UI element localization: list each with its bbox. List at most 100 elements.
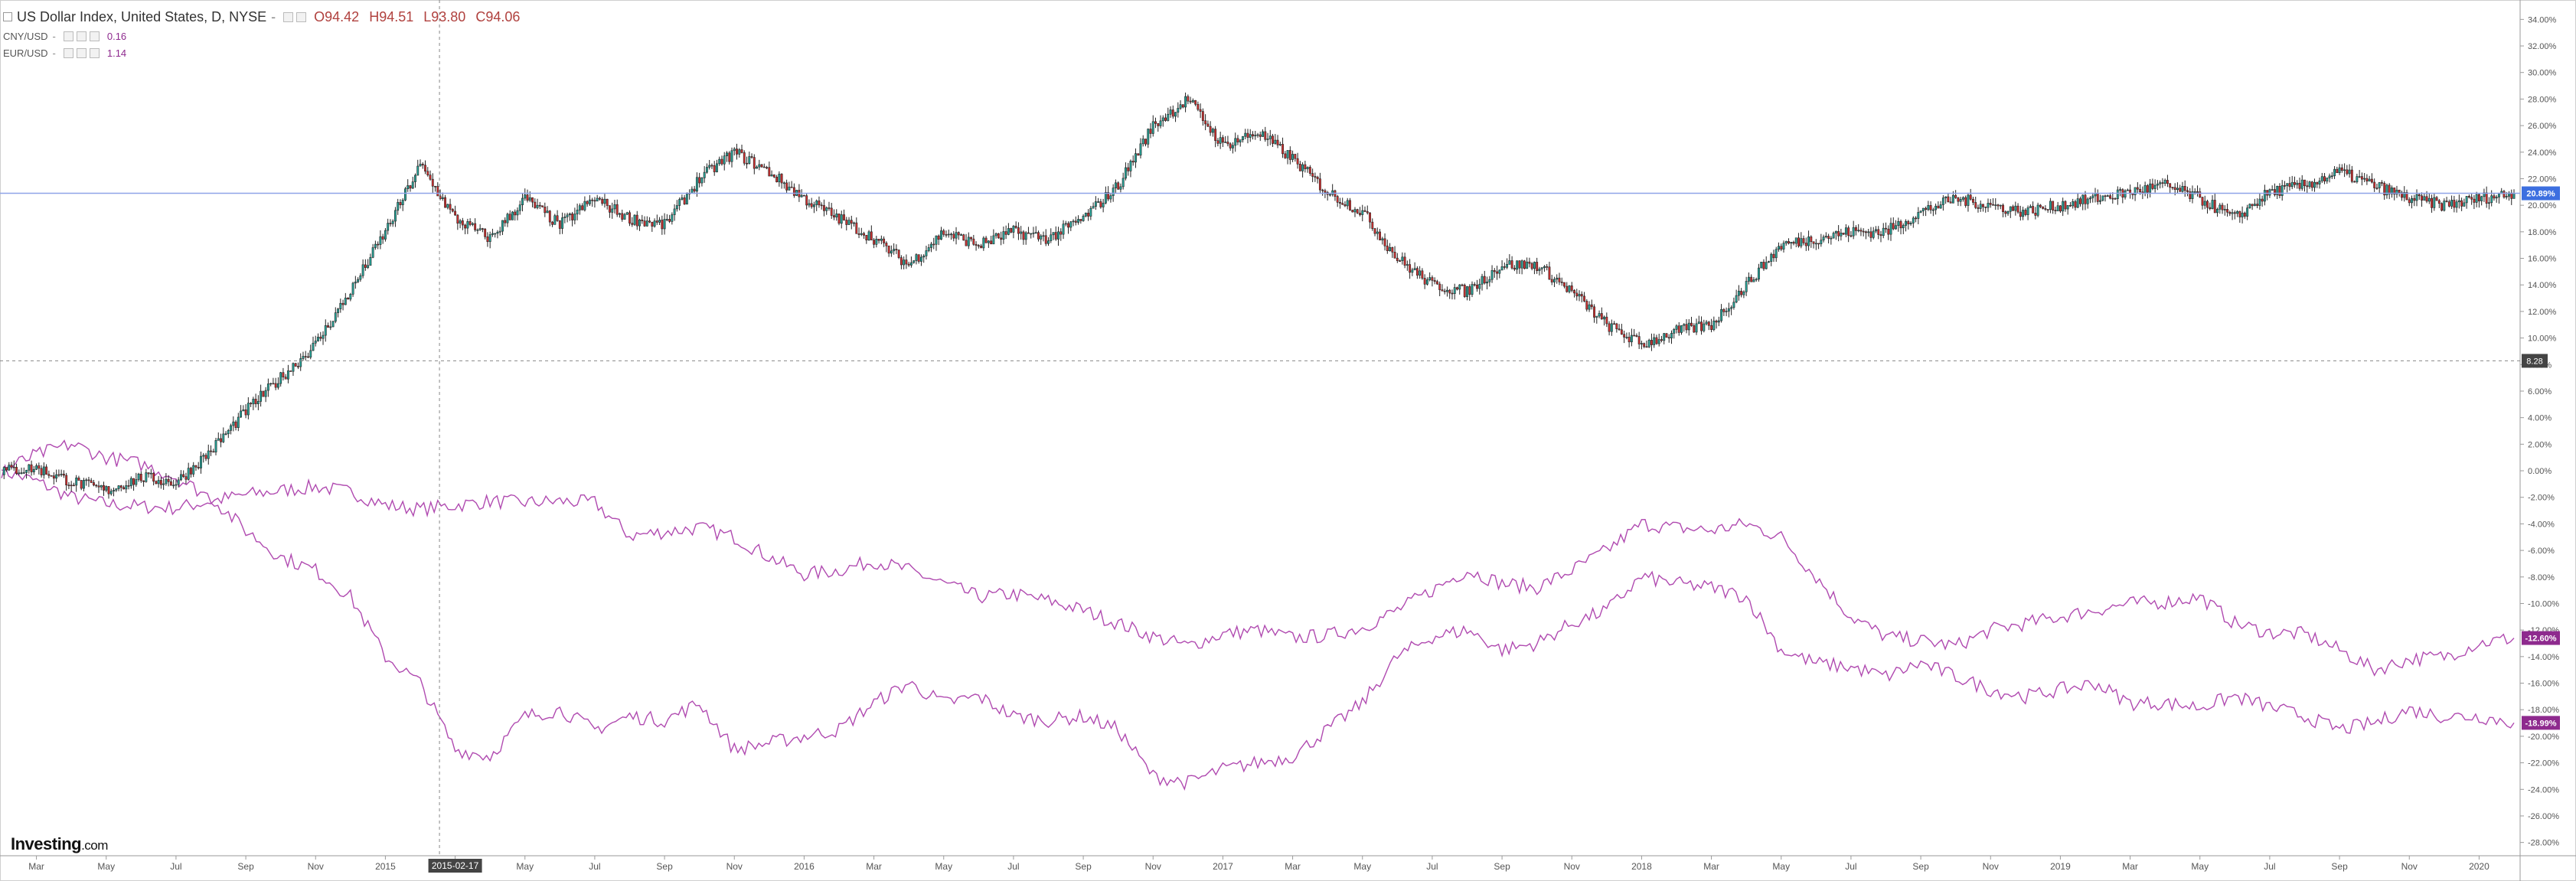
- cny-menu-dash-icon[interactable]: -: [52, 30, 56, 42]
- candle-body: [2415, 194, 2418, 201]
- candle-body: [2029, 206, 2032, 208]
- candle-body: [2004, 211, 2007, 214]
- candle-body: [873, 240, 876, 245]
- settings-icon[interactable]: [283, 11, 294, 22]
- candle-body: [167, 478, 170, 482]
- low-value: L93.80: [423, 8, 466, 24]
- candle-body: [404, 188, 406, 201]
- candle-body: [1951, 194, 1954, 204]
- candle-body: [2159, 182, 2162, 184]
- candle-body: [204, 455, 207, 459]
- cny-remove-icon[interactable]: [89, 31, 100, 41]
- legend-main-row[interactable]: US Dollar Index, United States, D, NYSE …: [3, 6, 526, 28]
- menu-dash-icon[interactable]: -: [271, 8, 276, 24]
- candle-body: [2193, 191, 2196, 193]
- candle-body: [1381, 238, 1384, 240]
- candle-body: [708, 165, 711, 168]
- candle-body: [2201, 197, 2204, 206]
- candle-body: [2427, 197, 2431, 202]
- y-tick-label: -8.00%: [2528, 573, 2555, 582]
- candle-body: [1929, 205, 1932, 210]
- collapse-toggle-icon[interactable]: [3, 12, 12, 21]
- candle-body: [1972, 198, 1974, 203]
- eur-settings-icon[interactable]: [63, 47, 73, 58]
- candle-body: [573, 214, 576, 220]
- candle-body: [109, 491, 113, 494]
- x-tick-label: May: [2191, 861, 2209, 872]
- candle-body: [2069, 205, 2072, 207]
- last-value-badge: [2522, 186, 2560, 201]
- candle-body: [716, 163, 718, 172]
- candle-body: [1595, 315, 1598, 318]
- candle-body: [2330, 175, 2333, 178]
- candle-body: [1538, 269, 1541, 271]
- candle-body: [534, 201, 537, 208]
- legend-eur-row[interactable]: EUR/USD - 1.14: [3, 44, 526, 61]
- candle-body: [75, 478, 78, 486]
- cny-hide-icon[interactable]: [76, 31, 87, 41]
- y-tick-label: -24.00%: [2528, 785, 2559, 795]
- candle-body: [377, 243, 380, 246]
- x-tick-label: Sep: [1912, 861, 1929, 872]
- candle-body: [1905, 220, 1907, 226]
- candle-body: [2124, 190, 2127, 197]
- candle-body: [172, 485, 175, 487]
- candle-body: [1506, 264, 1509, 268]
- eur-hide-icon[interactable]: [76, 47, 87, 58]
- candle-body: [899, 257, 903, 266]
- candle-body: [2231, 212, 2234, 214]
- candle-body: [561, 217, 564, 229]
- x-tick-label: 2020: [2469, 861, 2489, 872]
- x-tick-label: Nov: [1983, 861, 1999, 872]
- candle-body: [1438, 283, 1441, 290]
- candle-body: [1304, 164, 1307, 169]
- candle-body: [1844, 227, 1847, 235]
- candle-body: [940, 230, 942, 240]
- candle-body: [2385, 184, 2388, 196]
- candle-body: [2294, 181, 2296, 185]
- candle-body: [62, 474, 65, 476]
- candle-body: [1423, 278, 1426, 285]
- candle-body: [456, 214, 459, 224]
- candle-body: [2176, 188, 2179, 191]
- candle-body: [1593, 306, 1595, 318]
- candle-body: [915, 254, 918, 261]
- candle-body: [546, 210, 549, 214]
- candle-body: [2136, 187, 2139, 190]
- eur-remove-icon[interactable]: [89, 47, 100, 58]
- candle-body: [1431, 277, 1434, 281]
- candle-body: [700, 178, 704, 184]
- cny-settings-icon[interactable]: [63, 31, 73, 41]
- candle-body: [2206, 201, 2209, 208]
- series-line-cny-usd: [1, 464, 2515, 677]
- candle-body: [2261, 198, 2264, 202]
- eur-menu-dash-icon[interactable]: -: [52, 47, 56, 59]
- candle-body: [314, 341, 317, 344]
- y-tick-label: 20.00%: [2528, 201, 2557, 210]
- hide-icon[interactable]: [296, 11, 307, 22]
- candle-body: [528, 197, 531, 201]
- candle-body: [2388, 184, 2391, 194]
- candle-body: [2455, 201, 2458, 208]
- candle-body: [1311, 173, 1314, 177]
- candle-body: [1458, 284, 1461, 290]
- candle-body: [596, 197, 599, 202]
- candle-body: [2022, 210, 2025, 217]
- candle-body: [2435, 197, 2438, 201]
- candle-body: [2119, 189, 2121, 191]
- candle-body: [1516, 260, 1519, 270]
- candle-body: [1703, 323, 1706, 331]
- candle-body: [2183, 186, 2186, 191]
- candle-body: [1435, 281, 1438, 285]
- candle-body: [1630, 334, 1633, 343]
- candle-body: [1443, 290, 1446, 292]
- candle-body: [449, 204, 452, 210]
- candle-body: [2463, 202, 2466, 207]
- candle-body: [1383, 238, 1386, 246]
- candle-body: [1513, 267, 1516, 270]
- x-tick-label: Nov: [2401, 861, 2418, 872]
- candle-body: [578, 205, 581, 210]
- legend-cny-row[interactable]: CNY/USD - 0.16: [3, 28, 526, 44]
- candle-body: [2226, 209, 2229, 213]
